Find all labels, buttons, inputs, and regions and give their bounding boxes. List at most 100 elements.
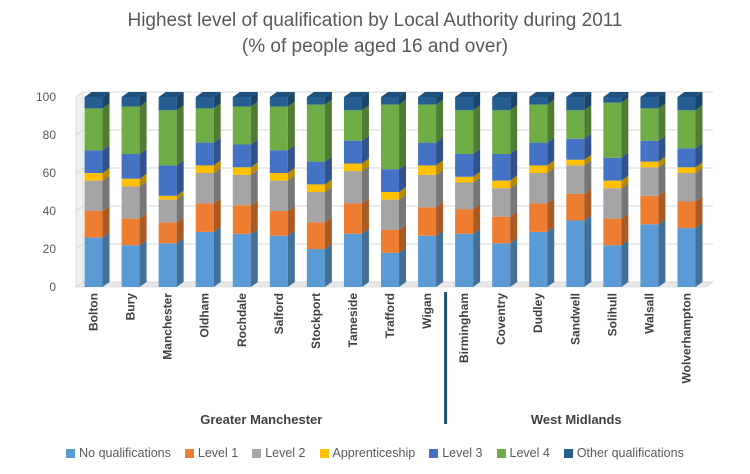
bar-segment [640,167,659,196]
bar-segment [343,110,362,141]
bar-segment-side [436,230,444,287]
bar-segment [529,104,548,143]
x-tick-label: Coventry [494,293,508,345]
bar-segment [232,106,251,145]
bar-segment-side [473,171,481,183]
bar-top [381,92,406,97]
bar-segment-side [399,247,406,287]
bar-segment-side [102,103,110,151]
group-label: Greater Manchester [200,412,322,427]
legend-label: No qualifications [79,446,171,460]
bar-segment-side [547,160,555,173]
bar-segment-side [250,200,258,234]
bar-segment [381,104,399,170]
bar-segment [566,97,585,111]
bar-segment [121,186,140,219]
bar-segment [158,222,177,244]
y-tick-label: 20 [43,242,57,256]
bar-segment-side [139,92,147,107]
bar-segment-side [621,240,629,287]
bar-segment [232,167,251,175]
bar-segment-side [547,168,555,204]
bar-segment [455,182,474,210]
bar-top [418,92,444,97]
bar-segment-side [695,196,703,229]
bar-segment-side [621,175,629,189]
bar-segment-side [139,101,147,154]
legend-swatch [319,448,329,458]
x-tick-label: Bolton [87,293,101,331]
bar-segment-side [510,105,518,154]
bar-segment [455,176,474,183]
bar-segment [158,97,177,111]
bar-segment-side [324,92,332,105]
bar-segment [603,245,622,287]
legend-swatch [429,448,439,458]
bar-segment-side [658,219,666,287]
bar-segment-side [176,92,184,111]
bar-top [306,92,332,97]
bar-segment-side [399,99,406,170]
bar-segment [418,235,437,287]
legend-swatch [184,448,194,458]
bar-segment-side [584,215,592,287]
legend-entry: Level 2 [252,446,306,460]
bar-segment-side [695,92,703,111]
bar-segment [381,97,399,105]
bar-segment [640,140,659,162]
bar-segment [492,188,511,217]
legend-swatch [66,448,76,458]
bar-segment [640,195,659,225]
bar-top [566,92,592,97]
bar-segment-side [473,204,481,234]
bar-segment-side [250,162,258,175]
bar-segment [269,173,288,181]
bar-segment [306,161,325,185]
bar-segment-side [621,183,629,219]
bar-segment-side [473,149,481,177]
bar-segment [381,252,399,287]
bar-segment [529,203,548,232]
bar-segment [84,237,103,287]
bar-segment-side [584,154,592,166]
bar-top [455,92,481,97]
bar-segment-side [213,137,221,166]
bar-segment-side [695,168,703,202]
bar-segment [418,165,437,175]
bar-segment [418,142,437,166]
bar-segment-side [547,198,555,232]
x-tick-label: Tameside [346,293,360,348]
bar-segment-side [621,97,629,158]
bar-segment-side [139,149,147,179]
bar-segment [158,243,177,287]
bar-segment [640,108,659,141]
stacked-bar-chart: 0 20 40 60 80 100 Bolton Bury Manchester Oldham Ro… [36,90,714,427]
bar-segment [121,154,140,179]
bar-segment [381,199,399,230]
bar-segment [121,245,140,287]
bar-segment [640,161,659,168]
bar-segment [677,167,696,173]
bar-segment-side [621,213,629,246]
bar-segment-side [658,135,666,162]
bar-segment [158,195,177,200]
bar-top [603,92,629,97]
bar-segment [492,180,511,189]
bar-segment-side [250,139,258,168]
bar-segment-side [361,198,369,234]
bar-segment-side [658,190,666,225]
bar-segment-side [361,166,369,204]
bar-segment-side [436,202,444,236]
bar-segment-side [361,228,369,287]
chart-title-line1: Highest level of qualification by Local … [127,10,623,31]
bar-top [343,92,369,97]
bar-segment-side [139,240,147,287]
bar-segment [603,188,622,219]
bar-segment-side [399,92,406,105]
bar-segment [418,104,437,143]
bar-segment-side [584,105,592,139]
bar-segment-side [361,158,369,172]
bar-segment [492,154,511,181]
bar-segment-side [176,105,184,166]
bar-segment [603,102,622,158]
